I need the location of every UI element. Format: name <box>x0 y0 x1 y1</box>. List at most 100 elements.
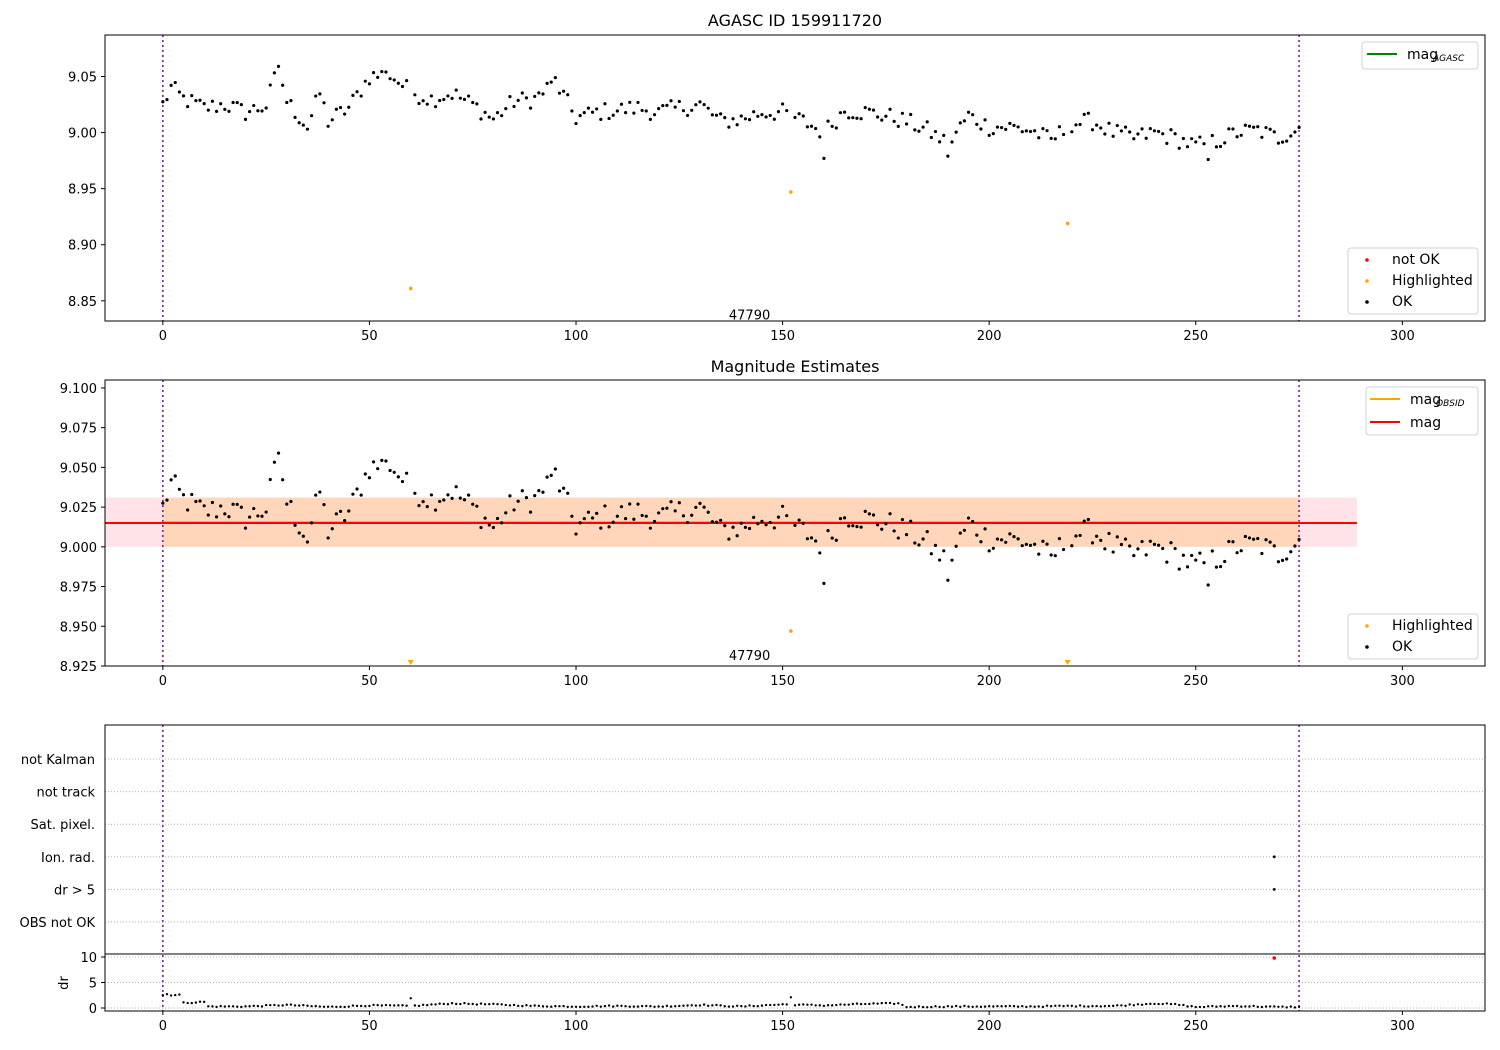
dr-point <box>653 1005 656 1008</box>
ok-point <box>475 102 479 106</box>
legend-marker-ok <box>1365 645 1369 649</box>
dr-point <box>839 1003 842 1006</box>
ok-point <box>785 514 789 518</box>
dr-point <box>1099 1005 1102 1008</box>
ok-point <box>661 507 665 511</box>
ok-point <box>979 127 983 131</box>
ok-point <box>1144 136 1148 140</box>
ok-point <box>1227 539 1231 544</box>
dr-point <box>1219 1005 1222 1008</box>
dr-point <box>545 1005 549 1008</box>
dr-point <box>781 1003 784 1006</box>
dr-point <box>909 1005 912 1009</box>
ok-point <box>314 493 318 497</box>
ok-point <box>942 133 946 137</box>
ok-point <box>847 524 851 528</box>
ok-point <box>524 496 529 500</box>
ok-point <box>343 518 347 523</box>
ok-point <box>756 522 760 526</box>
dr-point <box>1149 1002 1152 1006</box>
ok-point <box>305 127 310 131</box>
dr-point <box>843 1003 846 1006</box>
ok-point <box>392 470 396 474</box>
dr-point <box>764 1003 768 1007</box>
ok-point <box>797 112 801 116</box>
ok-point <box>805 125 809 129</box>
ok-point <box>227 515 231 519</box>
dr-point <box>1074 1005 1078 1008</box>
ok-point <box>681 514 686 518</box>
ok-point <box>413 93 417 97</box>
ok-point <box>913 128 917 132</box>
ok-point <box>206 108 210 112</box>
ok-point <box>706 106 710 110</box>
ok-point <box>438 499 442 504</box>
ok-point <box>1057 537 1062 541</box>
ok-point <box>1074 123 1078 127</box>
ok-point <box>735 123 739 127</box>
ok-point <box>657 511 661 515</box>
flags-panel: not Kalman not track Sat. pixel. Ion. rad. d… <box>20 724 1486 1034</box>
ok-point <box>958 531 962 535</box>
dr-point <box>207 1005 210 1008</box>
dr-point <box>339 1005 342 1009</box>
ok-point <box>1123 125 1128 129</box>
dr-point <box>975 1005 978 1008</box>
dr-point <box>880 1001 883 1005</box>
dr-point <box>1021 1004 1024 1008</box>
ok-point <box>694 103 698 107</box>
ok-point <box>1024 542 1028 546</box>
ok-point <box>880 118 884 122</box>
ok-point <box>1049 136 1053 140</box>
ok-point <box>938 140 942 144</box>
dr-point <box>727 1005 731 1008</box>
ok-point <box>396 475 400 479</box>
ok-point <box>1165 560 1169 564</box>
dr-point <box>211 1005 214 1008</box>
ok-point <box>173 474 177 478</box>
dr-point <box>574 1005 578 1008</box>
ok-point <box>442 97 446 102</box>
dr-point <box>599 1005 603 1008</box>
dr-point <box>868 1002 871 1006</box>
ok-point <box>855 524 859 529</box>
ok-point <box>632 111 636 115</box>
ok-point <box>1247 124 1252 128</box>
ok-point <box>1243 534 1247 539</box>
ok-point <box>248 109 252 114</box>
dr-point <box>244 1005 247 1008</box>
ok-point <box>582 111 586 115</box>
ok-point <box>991 132 995 136</box>
ok-point <box>1148 539 1152 543</box>
ok-point <box>764 523 768 527</box>
ok-point <box>1012 535 1016 539</box>
dr-point <box>380 1004 384 1007</box>
ok-point <box>322 101 326 105</box>
ok-point <box>479 117 483 121</box>
ok-point <box>904 122 909 126</box>
legend-marker-ok <box>1365 300 1369 304</box>
ok-point <box>603 102 607 106</box>
x-tick-label: 100 <box>564 674 589 689</box>
ok-point <box>272 71 277 75</box>
legend-label-not-ok: not OK <box>1392 252 1440 268</box>
dr-point <box>797 1003 801 1006</box>
dr-point <box>483 1003 487 1006</box>
ok-point <box>578 521 582 525</box>
dr-point <box>1161 1002 1164 1006</box>
dr-point <box>326 1005 330 1008</box>
ok-point <box>917 543 921 547</box>
dr-point <box>1045 1004 1049 1007</box>
ok-point <box>545 81 549 85</box>
dr-point <box>1004 1005 1007 1008</box>
ok-point <box>388 468 392 473</box>
ok-point <box>640 108 644 113</box>
ok-point <box>628 100 632 104</box>
dr-point <box>702 1003 706 1006</box>
ok-point <box>760 519 764 523</box>
flag-row-label: OBS not OK <box>20 916 96 931</box>
dr-point <box>835 1003 838 1007</box>
ok-point <box>710 113 714 117</box>
ok-point <box>553 467 557 471</box>
ok-point <box>632 517 636 521</box>
